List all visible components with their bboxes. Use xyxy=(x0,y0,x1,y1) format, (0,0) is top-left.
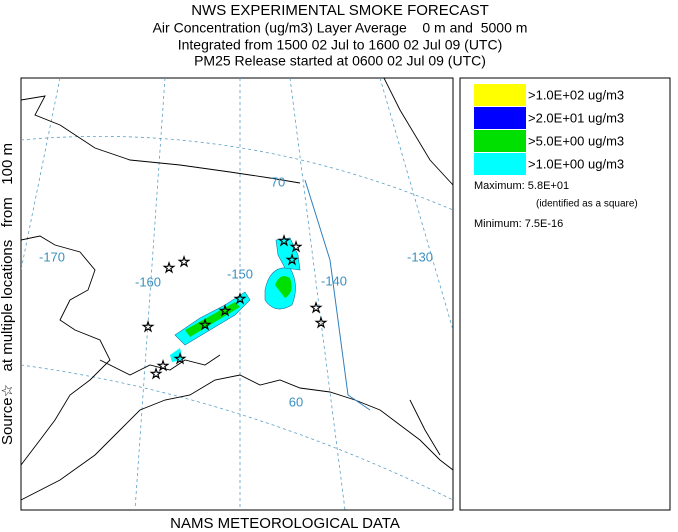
graticule-label: 60 xyxy=(289,394,303,409)
maximum: Maximum: 5.8E+01 xyxy=(474,180,569,192)
graticule xyxy=(21,78,453,510)
graticule-label: 70 xyxy=(271,174,285,189)
graticule-label: -140 xyxy=(321,273,347,288)
subtitle: PM25 Release started at 0600 02 Jul 09 (… xyxy=(194,53,486,69)
svg-text:☆: ☆ xyxy=(315,315,328,331)
svg-text:☆: ☆ xyxy=(178,254,191,270)
legend-label: >1.0E+00 ug/m3 xyxy=(528,156,624,171)
legend-swatch xyxy=(474,153,526,175)
footer: NAMS METEOROLOGICAL DATA xyxy=(170,515,400,532)
legend-label: >2.0E+01 ug/m3 xyxy=(528,110,624,125)
graticule-label: -130 xyxy=(407,249,433,264)
graticule-label: -150 xyxy=(227,266,253,281)
smoke-plume xyxy=(170,237,301,362)
svg-text:☆: ☆ xyxy=(290,239,303,255)
svg-text:☆: ☆ xyxy=(163,260,176,276)
legend-swatch xyxy=(474,107,526,129)
svg-text:☆: ☆ xyxy=(286,252,299,268)
maximum-note: (identified as a square) xyxy=(536,199,638,210)
graticule-label: -170 xyxy=(39,249,65,264)
svg-text:☆: ☆ xyxy=(150,366,163,382)
legend-swatch xyxy=(474,130,526,152)
svg-text:☆: ☆ xyxy=(142,319,155,335)
sources: ☆ ☆ ☆☆ ☆☆ ☆☆ ☆☆ ☆☆ ☆☆ xyxy=(141,232,328,382)
svg-text:☆: ☆ xyxy=(199,317,212,333)
coastline xyxy=(21,78,453,501)
subtitle: Integrated from 1500 02 Jul to 1600 02 J… xyxy=(178,37,503,53)
graticule-label: -160 xyxy=(135,274,161,289)
svg-text:☆: ☆ xyxy=(157,358,170,374)
svg-text:☆: ☆ xyxy=(174,351,187,367)
minimum: Minimum: 7.5E-16 xyxy=(474,218,563,230)
map: ☆ ☆ ☆☆ ☆☆ ☆☆ ☆☆ ☆☆ ☆☆ -170-160-150 -140-13… xyxy=(20,77,454,511)
svg-text:☆: ☆ xyxy=(310,300,323,316)
map-frame xyxy=(20,77,454,511)
svg-text:☆: ☆ xyxy=(219,303,232,319)
subtitle: Air Concentration (ug/m3) Layer Average … xyxy=(153,20,528,36)
legend: >1.0E+02 ug/m3 >2.0E+01 ug/m3 >5.0E+00 ug/… xyxy=(459,77,671,511)
svg-text:☆: ☆ xyxy=(278,233,291,249)
legend-label: >5.0E+00 ug/m3 xyxy=(528,133,624,148)
title: NWS EXPERIMENTAL SMOKE FORECAST xyxy=(191,2,489,19)
side-label: Source☆ at multiple locations from 100 m xyxy=(0,143,16,445)
legend-swatch xyxy=(474,84,526,106)
border xyxy=(304,179,371,411)
svg-text:☆: ☆ xyxy=(234,291,247,307)
legend-label: >1.0E+02 ug/m3 xyxy=(528,87,624,102)
